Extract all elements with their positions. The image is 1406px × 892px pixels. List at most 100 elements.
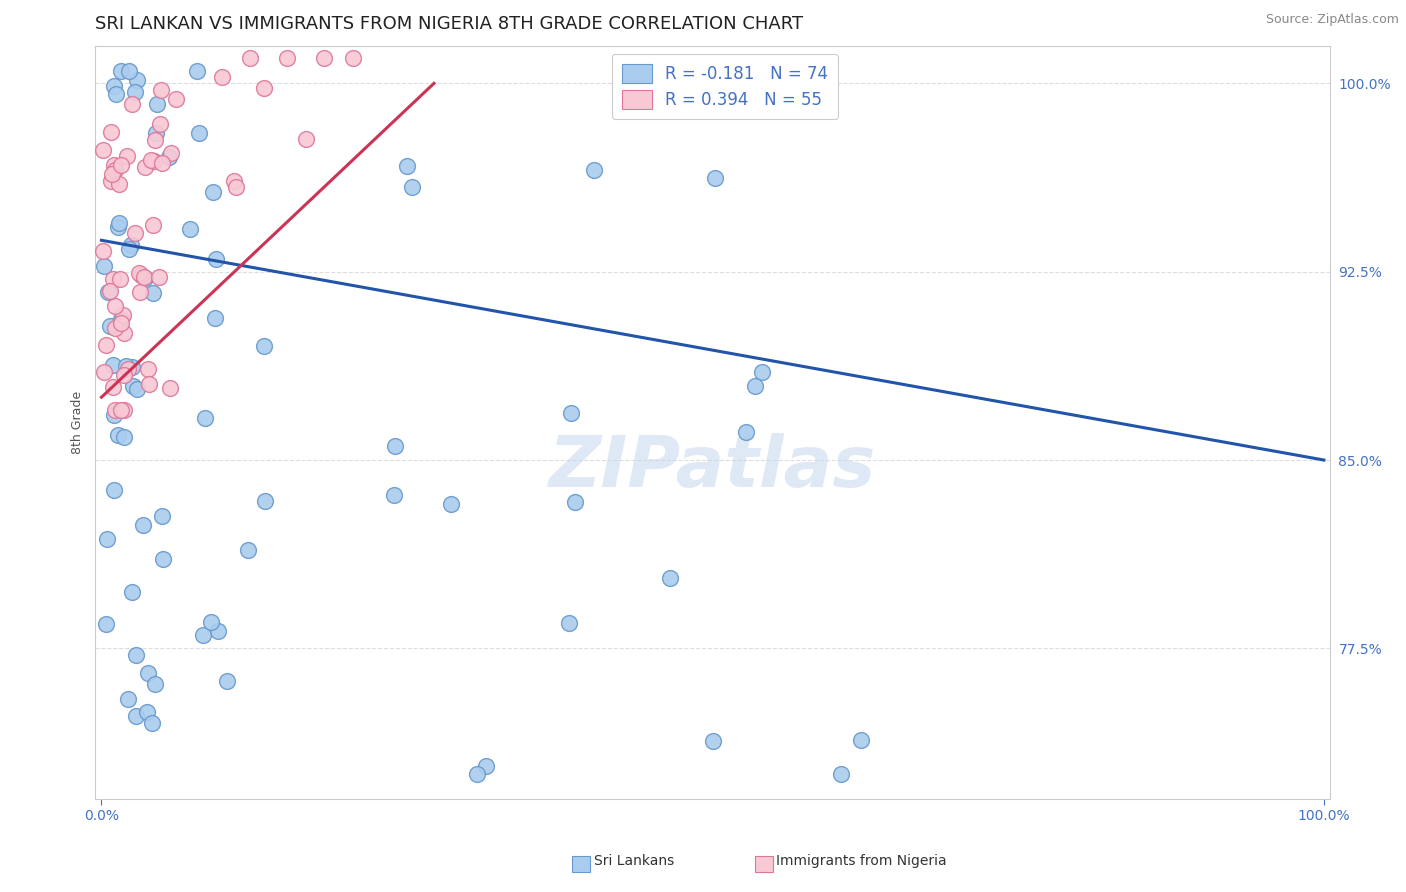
Point xyxy=(97,285,120,300)
Point xyxy=(295,132,318,146)
Point xyxy=(121,97,143,112)
Point xyxy=(105,87,128,101)
Point xyxy=(179,221,201,235)
Point xyxy=(117,692,139,706)
Point xyxy=(704,171,727,186)
Point xyxy=(101,379,124,393)
Point xyxy=(110,316,132,330)
Point xyxy=(141,716,163,731)
Point xyxy=(751,365,773,379)
Point xyxy=(127,72,149,87)
Point xyxy=(145,126,167,140)
Point xyxy=(238,543,260,558)
Point xyxy=(91,143,114,157)
Point xyxy=(186,63,208,78)
Point xyxy=(136,705,159,719)
Point xyxy=(115,359,138,373)
Point xyxy=(401,179,423,194)
Point xyxy=(129,268,152,282)
Point xyxy=(145,677,167,691)
Point xyxy=(138,362,160,376)
Point xyxy=(91,244,114,258)
Point xyxy=(152,509,174,524)
Point xyxy=(143,133,166,147)
Point xyxy=(254,494,277,508)
Point xyxy=(225,180,247,194)
Point xyxy=(104,402,127,417)
Point xyxy=(96,338,118,352)
Point xyxy=(194,411,217,425)
Point xyxy=(582,162,605,177)
Point xyxy=(141,153,163,167)
Point xyxy=(111,309,134,323)
Text: SRI LANKAN VS IMMIGRANTS FROM NIGERIA 8TH GRADE CORRELATION CHART: SRI LANKAN VS IMMIGRANTS FROM NIGERIA 8T… xyxy=(96,15,803,33)
Point xyxy=(159,380,181,394)
Point xyxy=(108,177,131,191)
Point xyxy=(150,83,173,97)
Point xyxy=(108,272,131,286)
Point xyxy=(104,163,127,178)
Point xyxy=(121,360,143,375)
Point xyxy=(211,70,233,84)
Point xyxy=(94,617,117,632)
Point xyxy=(128,266,150,280)
Point xyxy=(150,156,173,170)
Point xyxy=(112,430,135,444)
Point xyxy=(204,310,226,325)
Point xyxy=(440,497,463,511)
Point xyxy=(125,648,148,663)
Point xyxy=(157,150,180,164)
Point xyxy=(142,153,165,168)
Point xyxy=(121,379,143,393)
Point xyxy=(564,494,586,508)
Text: Immigrants from Nigeria: Immigrants from Nigeria xyxy=(776,854,948,868)
Point xyxy=(395,159,418,173)
Point xyxy=(101,272,124,286)
Point xyxy=(253,339,276,353)
Point xyxy=(138,376,160,391)
Point xyxy=(115,149,138,163)
Point xyxy=(103,358,125,372)
Point xyxy=(112,402,135,417)
Point xyxy=(124,226,146,240)
Point xyxy=(125,709,148,723)
Point xyxy=(142,218,165,232)
Point xyxy=(107,220,129,235)
Text: Source: ZipAtlas.com: Source: ZipAtlas.com xyxy=(1265,13,1399,27)
Legend: R = -0.181   N = 74, R = 0.394   N = 55: R = -0.181 N = 74, R = 0.394 N = 55 xyxy=(612,54,838,120)
Point xyxy=(110,158,132,172)
Point xyxy=(830,767,852,781)
Point xyxy=(110,311,132,326)
Point xyxy=(107,428,129,442)
Point xyxy=(744,378,766,392)
Point xyxy=(200,615,222,629)
Point xyxy=(93,259,115,273)
Point xyxy=(103,483,125,497)
Point xyxy=(127,383,149,397)
Point xyxy=(215,673,238,688)
Point xyxy=(112,368,135,383)
Point xyxy=(191,628,214,642)
Point xyxy=(224,174,246,188)
Point xyxy=(108,216,131,230)
Point xyxy=(207,624,229,639)
Point xyxy=(98,284,121,298)
Point xyxy=(118,63,141,78)
Point xyxy=(134,160,156,174)
Point xyxy=(103,158,125,172)
Text: ZIPatlas: ZIPatlas xyxy=(548,434,876,502)
Point xyxy=(103,78,125,93)
Point xyxy=(104,321,127,335)
Point xyxy=(149,117,172,131)
Point xyxy=(112,326,135,340)
Point xyxy=(384,439,406,453)
Point xyxy=(465,767,488,781)
Point xyxy=(382,488,405,502)
Y-axis label: 8th Grade: 8th Grade xyxy=(72,391,84,454)
Point xyxy=(101,167,124,181)
Point xyxy=(128,285,150,299)
Point xyxy=(558,616,581,631)
Point xyxy=(187,127,209,141)
Point xyxy=(142,286,165,301)
Point xyxy=(160,146,183,161)
